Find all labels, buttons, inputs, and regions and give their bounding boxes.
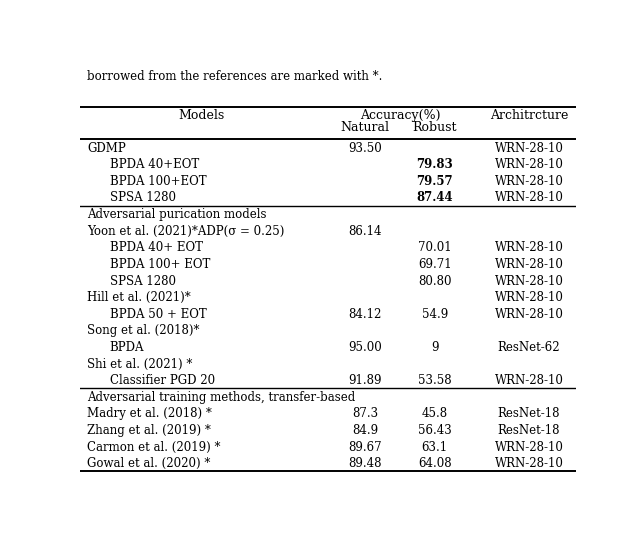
Text: 80.80: 80.80 [418, 274, 451, 287]
Text: 69.71: 69.71 [418, 258, 451, 271]
Text: 70.01: 70.01 [418, 241, 451, 254]
Text: Carmon et al. (2019) *: Carmon et al. (2019) * [88, 441, 221, 454]
Text: Song et al. (2018)*: Song et al. (2018)* [88, 324, 200, 338]
Text: 86.14: 86.14 [348, 225, 382, 238]
Text: 89.67: 89.67 [348, 441, 382, 454]
Text: Adversarial purication models: Adversarial purication models [88, 208, 267, 221]
Text: 63.1: 63.1 [422, 441, 448, 454]
Text: ResNet-18: ResNet-18 [498, 424, 560, 437]
Text: ResNet-62: ResNet-62 [497, 341, 560, 354]
Text: 93.50: 93.50 [348, 142, 382, 155]
Text: SPSA 1280: SPSA 1280 [110, 192, 176, 204]
Text: WRN-28-10: WRN-28-10 [495, 291, 563, 304]
Text: WRN-28-10: WRN-28-10 [495, 274, 563, 287]
Text: BPDA 50 + EOT: BPDA 50 + EOT [110, 308, 207, 321]
Text: Robust: Robust [412, 121, 457, 134]
Text: WRN-28-10: WRN-28-10 [495, 192, 563, 204]
Text: 79.83: 79.83 [416, 158, 453, 171]
Text: Natural: Natural [340, 121, 390, 134]
Text: WRN-28-10: WRN-28-10 [495, 258, 563, 271]
Text: 9: 9 [431, 341, 438, 354]
Text: 91.89: 91.89 [348, 374, 382, 387]
Text: BPDA 100+ EOT: BPDA 100+ EOT [110, 258, 210, 271]
Text: Accuracy(%): Accuracy(%) [360, 109, 440, 123]
Text: Adversarial training methods, transfer-based: Adversarial training methods, transfer-b… [88, 391, 356, 404]
Text: 54.9: 54.9 [422, 308, 448, 321]
Text: Madry et al. (2018) *: Madry et al. (2018) * [88, 408, 212, 421]
Text: Gowal et al. (2020) *: Gowal et al. (2020) * [88, 457, 211, 470]
Text: BPDA 40+ EOT: BPDA 40+ EOT [110, 241, 203, 254]
Text: 95.00: 95.00 [348, 341, 382, 354]
Text: BPDA: BPDA [110, 341, 144, 354]
Text: Classifier PGD 20: Classifier PGD 20 [110, 374, 215, 387]
Text: 53.58: 53.58 [418, 374, 451, 387]
Text: Models: Models [179, 109, 225, 123]
Text: WRN-28-10: WRN-28-10 [495, 142, 563, 155]
Text: GDMP: GDMP [88, 142, 126, 155]
Text: BPDA 100+EOT: BPDA 100+EOT [110, 175, 206, 188]
Text: WRN-28-10: WRN-28-10 [495, 374, 563, 387]
Text: Zhang et al. (2019) *: Zhang et al. (2019) * [88, 424, 211, 437]
Text: 45.8: 45.8 [422, 408, 448, 421]
Text: ResNet-18: ResNet-18 [498, 408, 560, 421]
Text: Architrcture: Architrcture [490, 109, 568, 123]
Text: borrowed from the references are marked with *.: borrowed from the references are marked … [88, 71, 383, 83]
Text: 56.43: 56.43 [418, 424, 451, 437]
Text: 79.57: 79.57 [417, 175, 453, 188]
Text: WRN-28-10: WRN-28-10 [495, 308, 563, 321]
Text: Shi et al. (2021) *: Shi et al. (2021) * [88, 357, 193, 371]
Text: BPDA 40+EOT: BPDA 40+EOT [110, 158, 199, 171]
Text: Hill et al. (2021)*: Hill et al. (2021)* [88, 291, 191, 304]
Text: 87.3: 87.3 [352, 408, 378, 421]
Text: Yoon et al. (2021)*ADP(σ = 0.25): Yoon et al. (2021)*ADP(σ = 0.25) [88, 225, 285, 238]
Text: 84.9: 84.9 [352, 424, 378, 437]
Text: 64.08: 64.08 [418, 457, 451, 470]
Text: 84.12: 84.12 [349, 308, 382, 321]
Text: WRN-28-10: WRN-28-10 [495, 457, 563, 470]
Text: WRN-28-10: WRN-28-10 [495, 241, 563, 254]
Text: WRN-28-10: WRN-28-10 [495, 441, 563, 454]
Text: SPSA 1280: SPSA 1280 [110, 274, 176, 287]
Text: 87.44: 87.44 [417, 192, 453, 204]
Text: WRN-28-10: WRN-28-10 [495, 175, 563, 188]
Text: WRN-28-10: WRN-28-10 [495, 158, 563, 171]
Text: 89.48: 89.48 [348, 457, 382, 470]
